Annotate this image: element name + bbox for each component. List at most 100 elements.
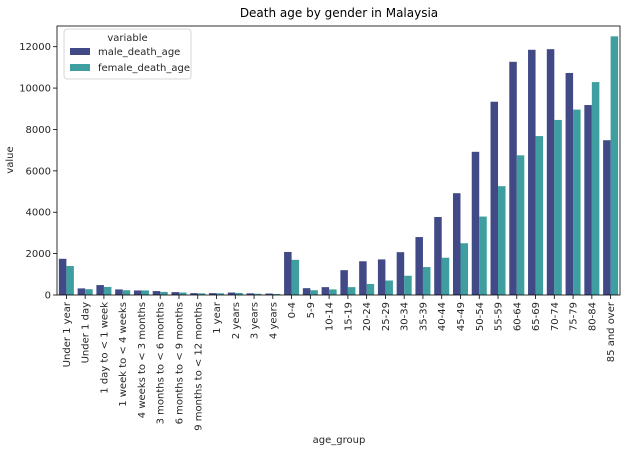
bar-female_death_age-28 [591, 82, 600, 295]
bar-male_death_age-24 [509, 61, 517, 295]
bar-male_death_age-19 [415, 237, 423, 295]
y-tick-label-5: 10000 [19, 84, 51, 95]
bar-female_death_age-25 [535, 136, 544, 295]
bar-female_death_age-17 [385, 280, 393, 295]
x-tick-label-28: 80-84 [587, 302, 598, 331]
bar-female_death_age-2 [103, 286, 112, 295]
bar-female_death_age-19 [422, 267, 431, 295]
legend-swatch-male_death_age [70, 48, 90, 55]
bar-female_death_age-0 [66, 266, 74, 295]
bar-female_death_age-3 [122, 290, 131, 295]
bar-male_death_age-27 [565, 72, 574, 295]
bar-male_death_age-28 [584, 105, 592, 295]
bar-female_death_age-24 [516, 155, 525, 295]
x-axis: Under 1 year Under 1 day 1 day to < 1 week… [62, 295, 617, 431]
bar-male_death_age-9 [227, 292, 236, 295]
bar-male_death_age-1 [77, 288, 86, 295]
y-axis: 0 2000 4000 6000 8000 10000 12000 [19, 42, 57, 302]
bar-female_death_age-15 [347, 287, 356, 295]
y-tick-label-1: 2000 [26, 249, 51, 260]
y-tick-label-6: 12000 [19, 42, 51, 53]
x-tick-label-9: 2 years [231, 302, 242, 339]
bar-male_death_age-2 [96, 285, 104, 295]
x-tick-label-23: 55-59 [494, 302, 505, 331]
x-tick-label-17: 25-29 [381, 302, 392, 331]
bar-female_death_age-9 [235, 292, 243, 295]
bar-female_death_age-26 [554, 119, 562, 295]
x-tick-label-0: Under 1 year [62, 301, 73, 367]
x-tick-label-2: 1 day to < 1 week [99, 302, 110, 394]
bar-male_death_age-15 [340, 270, 348, 295]
bar-male_death_age-20 [434, 216, 442, 295]
bar-female_death_age-27 [573, 109, 581, 295]
bar-female_death_age-4 [141, 290, 149, 295]
x-tick-label-11: 4 years [268, 302, 279, 339]
bar-male_death_age-18 [396, 252, 405, 295]
y-axis-label: value [5, 146, 16, 173]
bar-female_death_age-29 [610, 36, 619, 295]
bar-male_death_age-14 [321, 287, 330, 295]
bar-female_death_age-1 [85, 289, 93, 295]
bar-female_death_age-23 [498, 186, 506, 295]
bar-female_death_age-16 [366, 284, 375, 295]
x-tick-label-8: 1 year [212, 301, 223, 334]
bar-female_death_age-5 [160, 291, 168, 295]
bar-female_death_age-18 [404, 275, 412, 295]
bar-male_death_age-26 [546, 49, 555, 296]
legend-title: variable [107, 33, 147, 44]
x-tick-label-21: 45-49 [456, 302, 467, 331]
bar-male_death_age-12 [284, 251, 292, 295]
x-tick-label-4: 4 weeks to < 3 months [137, 302, 148, 418]
bar-male_death_age-0 [58, 258, 67, 295]
x-tick-label-13: 5-9 [306, 302, 317, 318]
bar-female_death_age-6 [178, 292, 187, 295]
legend-label-male_death_age: male_death_age [98, 47, 180, 58]
bar-female_death_age-22 [479, 216, 487, 295]
bar-male_death_age-6 [171, 292, 179, 295]
plot-frame [56, 25, 621, 296]
y-tick-label-4: 8000 [26, 125, 51, 136]
bars-group [58, 36, 619, 296]
bar-female_death_age-7 [197, 293, 206, 295]
x-tick-label-6: 6 months to < 9 months [174, 302, 185, 424]
bar-male_death_age-10 [246, 293, 255, 295]
x-tick-label-10: 3 years [250, 302, 261, 339]
bar-male_death_age-4 [133, 290, 142, 295]
bar-female_death_age-12 [291, 259, 300, 295]
x-tick-label-18: 30-34 [400, 302, 411, 331]
legend-swatch-female_death_age [70, 64, 90, 71]
bar-male_death_age-25 [528, 49, 536, 295]
bar-male_death_age-8 [209, 293, 217, 295]
x-tick-label-7: 9 months to < 12 months [193, 302, 204, 431]
x-tick-label-1: Under 1 day [81, 302, 92, 363]
legend-box [63, 28, 192, 80]
bar-male_death_age-11 [265, 293, 273, 295]
y-tick-label-2: 4000 [26, 208, 51, 219]
x-tick-label-19: 35-39 [418, 302, 429, 331]
x-tick-label-16: 20-24 [362, 302, 373, 331]
bar-male_death_age-5 [152, 291, 161, 295]
bar-female_death_age-13 [310, 290, 318, 295]
x-tick-label-15: 15-19 [343, 302, 354, 331]
x-tick-label-24: 60-64 [512, 302, 523, 331]
bar-female_death_age-8 [216, 293, 225, 295]
bar-female_death_age-11 [272, 293, 281, 295]
y-tick-label-0: 0 [45, 291, 51, 302]
bar-male_death_age-17 [377, 259, 386, 295]
x-axis-label: age_group [313, 435, 366, 446]
bar-male_death_age-29 [603, 140, 611, 295]
y-tick-label-3: 6000 [26, 166, 51, 177]
bar-female_death_age-14 [329, 289, 337, 295]
bar-female_death_age-20 [441, 257, 450, 295]
x-tick-label-5: 3 months to < 6 months [156, 302, 167, 424]
x-tick-label-22: 50-54 [475, 302, 486, 331]
bar-male_death_age-16 [359, 261, 367, 295]
bar-female_death_age-21 [460, 243, 468, 295]
bar-male_death_age-3 [115, 289, 123, 295]
x-tick-label-29: 85 and over [606, 301, 617, 362]
x-tick-label-3: 1 week to < 4 weeks [118, 302, 129, 407]
x-tick-label-14: 10-14 [325, 302, 336, 331]
x-tick-label-27: 75-79 [569, 302, 580, 331]
x-tick-label-26: 70-74 [550, 302, 561, 331]
